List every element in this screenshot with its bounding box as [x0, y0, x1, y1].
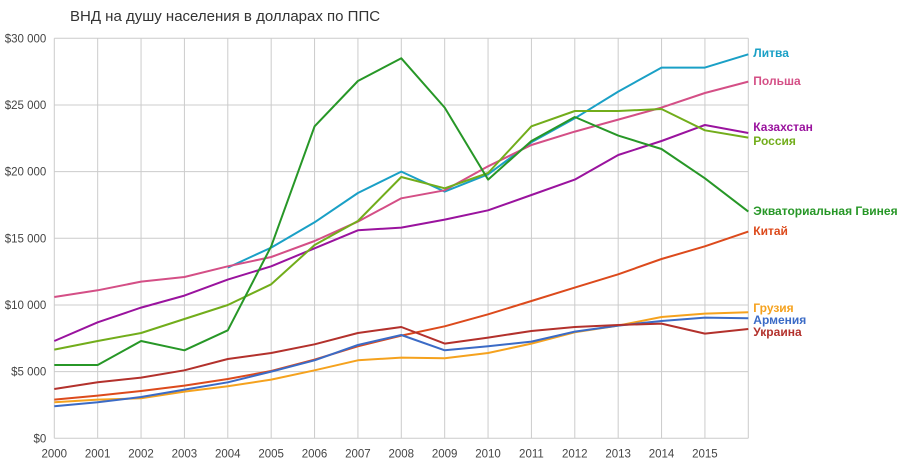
series-line: [54, 322, 749, 390]
grid: [53, 37, 749, 439]
series-line: [53, 124, 749, 342]
y-tick-label: $5 000: [11, 367, 46, 379]
x-tick-label: 2015: [692, 448, 718, 460]
series-line: [54, 311, 749, 404]
series-line: [54, 108, 749, 351]
x-tick-label: 2012: [562, 448, 588, 460]
y-tick-label: $30 000: [5, 33, 47, 45]
series-label: Армения: [753, 313, 806, 327]
x-tick-label: 2006: [302, 448, 328, 460]
series-line: [227, 53, 749, 269]
x-tick-label: 2011: [519, 448, 544, 460]
series-label: Россия: [753, 134, 796, 148]
x-tick-label: 2010: [475, 448, 501, 460]
x-tick-label: 2001: [85, 448, 111, 460]
series-label: Литва: [753, 46, 789, 60]
y-axis: $0 $5 000 $10 000 $15 000 $20 000 $25 000 $30 …: [5, 33, 47, 445]
x-tick-label: 2005: [258, 448, 284, 460]
series-label: Китай: [753, 224, 788, 238]
x-tick-label: 2004: [215, 448, 241, 460]
y-tick-label: $15 000: [5, 233, 47, 245]
x-tick-label: 2009: [432, 448, 458, 460]
y-tick-label: $25 000: [5, 100, 47, 112]
series-line: [54, 80, 749, 298]
x-tick-label: 2007: [345, 448, 371, 460]
series-line: [54, 57, 749, 366]
x-tick-label: 2014: [649, 448, 675, 460]
x-axis: 2000 2001 2002 2003 2004 2005 2006 2007 2008 2009…: [42, 448, 718, 460]
series-label: Грузия: [753, 301, 793, 315]
x-tick-label: 2003: [172, 448, 198, 460]
series-label: Польша: [753, 74, 801, 88]
x-tick-label: 2002: [128, 448, 154, 460]
series-label: Казахстан: [753, 120, 813, 134]
series-label: Экваториальная Гвинея: [753, 204, 897, 218]
chart-title: ВНД на душу населения в долларах по ППС: [70, 8, 380, 25]
x-tick-label: 2008: [389, 448, 415, 460]
series-label: Украина: [753, 325, 802, 339]
y-tick-label: $10 000: [5, 300, 47, 312]
x-tick-label: 2013: [605, 448, 631, 460]
x-tick-label: 2000: [42, 448, 68, 460]
series-lines: [53, 53, 749, 408]
y-tick-label: $20 000: [5, 167, 47, 179]
y-tick-label: $0: [34, 433, 47, 445]
